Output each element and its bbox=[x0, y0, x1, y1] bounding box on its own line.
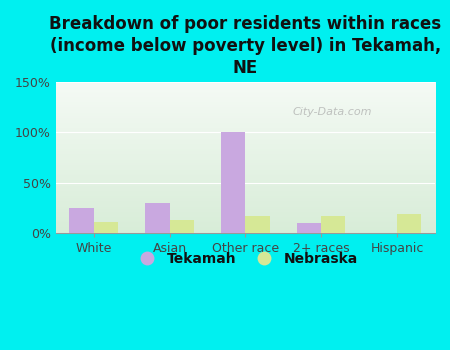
Bar bbox=[94, 222, 118, 233]
Text: City-Data.com: City-Data.com bbox=[293, 107, 372, 117]
Bar bbox=[397, 214, 421, 233]
Bar bbox=[321, 216, 346, 233]
Title: Breakdown of poor residents within races
(income below poverty level) in Tekamah: Breakdown of poor residents within races… bbox=[50, 15, 441, 77]
Bar bbox=[145, 203, 170, 233]
Bar bbox=[221, 132, 245, 233]
Legend: Tekamah, Nebraska: Tekamah, Nebraska bbox=[128, 246, 363, 272]
Bar bbox=[245, 216, 270, 233]
Bar bbox=[297, 223, 321, 233]
Bar bbox=[69, 208, 94, 233]
Bar bbox=[170, 220, 194, 233]
